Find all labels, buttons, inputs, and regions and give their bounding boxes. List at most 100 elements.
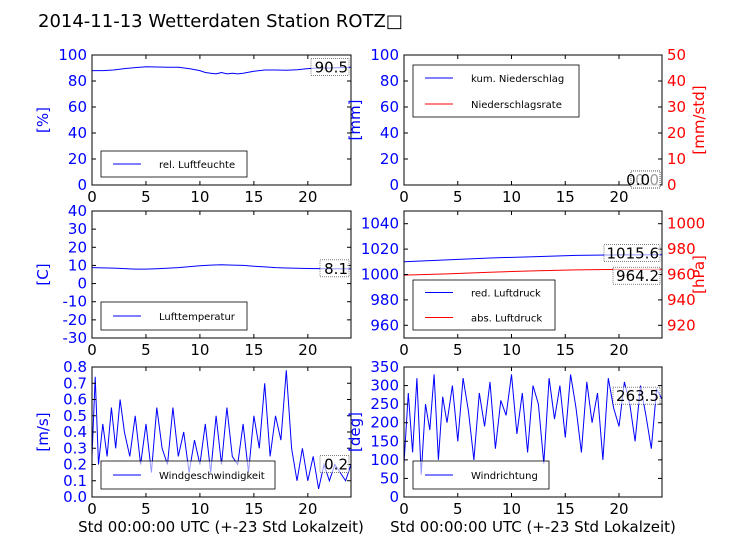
temperature-xtick-label: 10	[190, 341, 209, 359]
precip-ytick-label: 80	[380, 72, 399, 90]
humidity-legend-label-0: rel. Luftfeuchte	[159, 160, 235, 171]
pressure-ytick-right-label: 960	[667, 266, 696, 284]
humidity-ytick-label: 100	[58, 46, 87, 64]
windspeed-series-0	[91, 370, 352, 490]
windspeed-ytick-label: 0.2	[63, 456, 87, 474]
windspeed-xtick-label: 20	[298, 500, 317, 518]
precip-xtick-label: 0	[399, 188, 409, 206]
pressure-y-axis-label-right: [hPa]	[690, 255, 708, 294]
winddir-axes-frame	[403, 366, 663, 498]
precip-ytick-right-label: 20	[667, 124, 686, 142]
windspeed-value-box-0	[319, 455, 350, 473]
pressure-xtick-label: 0	[399, 341, 409, 359]
temperature-y-axis-label: [C]	[34, 263, 52, 285]
temperature-series-0	[91, 264, 352, 270]
pressure-ytick-right-label: 980	[667, 240, 696, 258]
precip-xtick-label: 20	[609, 188, 628, 206]
winddir-xtick-label: 20	[609, 500, 628, 518]
humidity-y-axis-label: [%]	[34, 107, 52, 133]
humidity-series-0	[92, 66, 352, 75]
humidity-value-box-0	[310, 58, 350, 76]
pressure-ytick-label: 980	[370, 291, 399, 309]
x-axis-label-left: Std 00:00:00 UTC (+-23 Std Lokalzeit)	[78, 518, 364, 536]
windspeed-ytick-label: 0.3	[63, 439, 87, 457]
windspeed-xtick-label: 5	[141, 500, 151, 518]
pressure-value-box-0	[603, 244, 661, 262]
precip-xtick-label: 10	[502, 188, 521, 206]
winddir-y-axis-label: [deg]	[346, 412, 364, 452]
windspeed-ytick-label: 0.6	[63, 391, 87, 409]
precip-ytick-right-label: 0	[667, 176, 677, 194]
precip-xtick-label: 15	[556, 188, 575, 206]
pressure-xtick-label: 15	[556, 341, 575, 359]
humidity-ytick-label: 60	[68, 98, 87, 116]
winddir-value-box-0	[612, 386, 661, 405]
temperature-ytick-label: 30	[68, 220, 87, 238]
humidity-ytick-label: 0	[77, 176, 87, 194]
temperature-xtick-label: 5	[141, 341, 151, 359]
x-axis-label-right: Std 00:00:00 UTC (+-23 Std Lokalzeit)	[390, 518, 676, 536]
humidity-axes-frame	[91, 54, 352, 186]
temperature-xtick-label: 20	[298, 341, 317, 359]
pressure-ytick-label: 1020	[361, 240, 399, 258]
pressure-xtick-label: 20	[609, 341, 628, 359]
winddir-ytick-label: 150	[370, 432, 399, 450]
winddir-xtick-label: 15	[556, 500, 575, 518]
precip-ytick-label: 40	[380, 124, 399, 142]
winddir-legend-label-0: Windrichtung	[471, 471, 538, 482]
winddir-ytick-label: 350	[370, 358, 399, 376]
humidity-ytick-label: 20	[68, 150, 87, 168]
windspeed-ytick-label: 0.8	[63, 358, 87, 376]
winddir-ytick-label: 250	[370, 395, 399, 413]
precip-legend-label-0: kum. Niederschlag	[471, 74, 564, 85]
windspeed-ytick-label: 0.0	[63, 488, 87, 506]
humidity-xtick-label: 5	[141, 188, 151, 206]
windspeed-ytick-label: 0.4	[63, 423, 87, 441]
temperature-xtick-label: 0	[87, 341, 97, 359]
figure-title: 2014-11-13 Wetterdaten Station ROTZ□	[38, 11, 403, 32]
pressure-ytick-label: 1040	[361, 215, 399, 233]
winddir-ytick-label: 200	[370, 414, 399, 432]
precip-axes-frame	[403, 54, 663, 186]
winddir-series-0	[403, 374, 663, 475]
temperature-ytick-label: -20	[63, 311, 88, 329]
pressure-xtick-label: 10	[502, 341, 521, 359]
pressure-ytick-right-label: 1000	[667, 215, 705, 233]
winddir-value-label-0: 263.5	[616, 387, 659, 405]
temperature-ytick-label: -30	[63, 329, 88, 347]
precip-ytick-right-label: 10	[667, 150, 686, 168]
precip-ytick-right-label: 40	[667, 72, 686, 90]
windspeed-ytick-label: 0.1	[63, 472, 87, 490]
pressure-legend-box	[412, 279, 556, 331]
winddir-ytick-label: 300	[370, 377, 399, 395]
winddir-xtick-label: 0	[399, 500, 409, 518]
precip-ytick-label: 0	[389, 176, 399, 194]
pressure-xtick-label: 5	[453, 341, 463, 359]
humidity-ytick-label: 80	[68, 72, 87, 90]
pressure-ytick-label: 1000	[361, 266, 399, 284]
windspeed-legend-label-0: Windgeschwindigkeit	[159, 471, 265, 482]
temperature-value-box-0	[319, 259, 350, 278]
temperature-ytick-label: 0	[77, 275, 87, 293]
precip-value-label-1: 0.0	[626, 171, 650, 189]
temperature-value-label-0: 8.1	[324, 260, 348, 278]
winddir-ytick-label: 100	[370, 451, 399, 469]
windspeed-value-label-0: 0.2	[324, 456, 348, 474]
windspeed-y-axis-label: [m/s]	[34, 412, 52, 451]
windspeed-ytick-label: 0.7	[63, 374, 87, 392]
precip-y-axis-label-right: [mm/std]	[690, 85, 708, 154]
windspeed-xtick-label: 0	[87, 500, 97, 518]
precip-ytick-label: 60	[380, 98, 399, 116]
precip-y-axis-label: [mm]	[346, 100, 364, 141]
precip-legend-box	[412, 64, 580, 118]
humidity-xtick-label: 15	[244, 188, 263, 206]
pressure-legend-label-0: red. Luftdruck	[471, 289, 541, 300]
pressure-value-label-1: 964.2	[616, 267, 659, 285]
winddir-xtick-label: 10	[502, 500, 521, 518]
pressure-value-label-0: 1015.6	[607, 245, 660, 263]
temperature-axes-frame	[91, 210, 352, 339]
windspeed-xtick-label: 10	[190, 500, 209, 518]
precip-legend-label-1: Niederschlagsrate	[471, 100, 562, 111]
precip-ytick-right-label: 30	[667, 98, 686, 116]
